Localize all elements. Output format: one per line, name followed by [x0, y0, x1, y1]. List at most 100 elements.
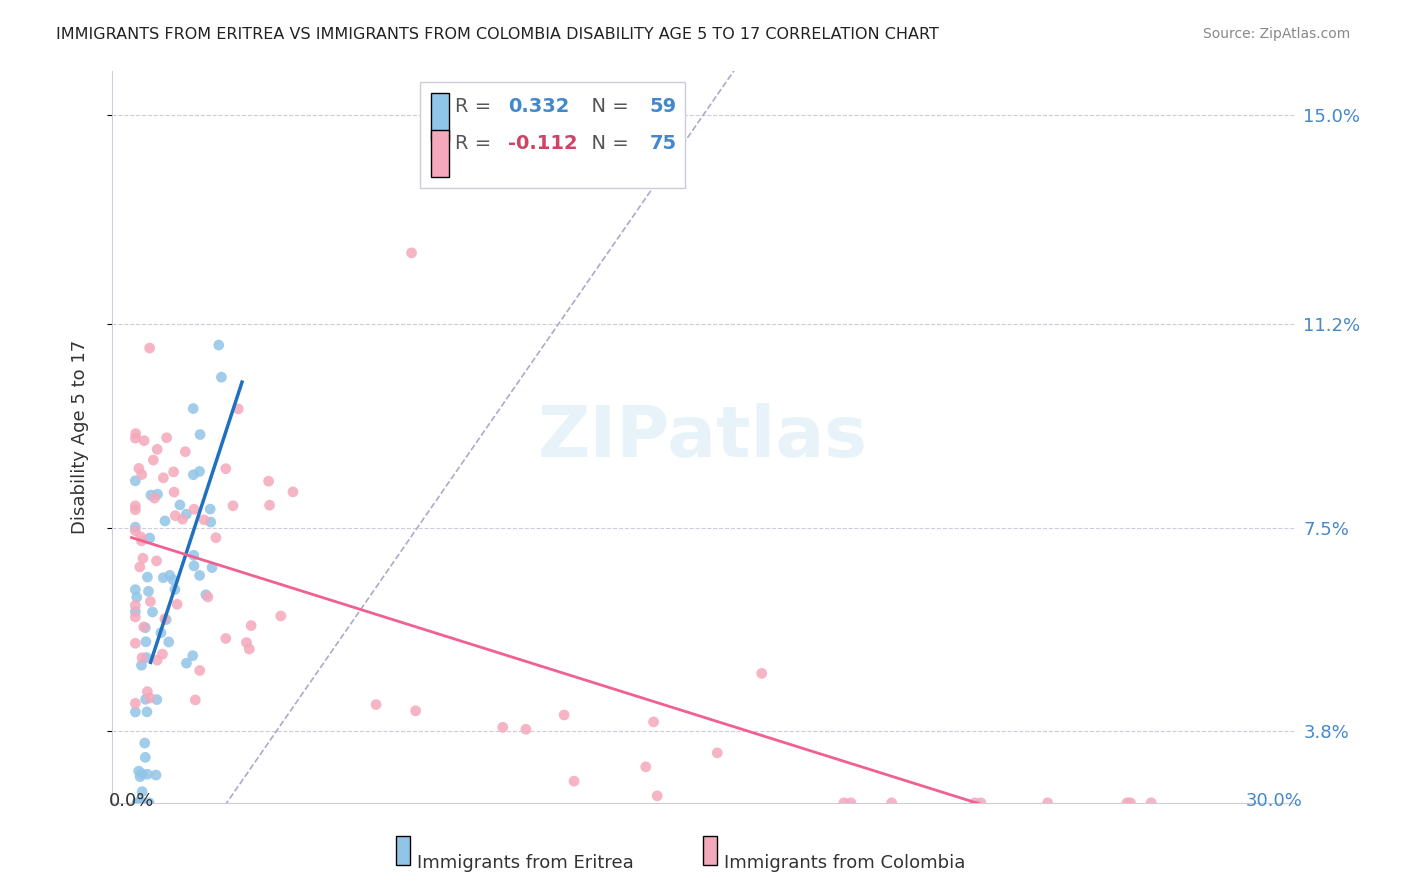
Point	[125, 426, 148, 441]
Point	[1116, 796, 1139, 810]
Point	[124, 605, 146, 619]
Point	[131, 658, 153, 673]
Text: 0.332: 0.332	[508, 97, 569, 116]
Point	[963, 796, 986, 810]
Point	[176, 507, 198, 521]
Point	[131, 467, 153, 482]
Point	[157, 635, 180, 649]
Text: -0.112: -0.112	[508, 134, 578, 153]
Point	[134, 750, 156, 764]
Point	[128, 764, 150, 779]
Point	[146, 653, 169, 667]
Point	[124, 520, 146, 534]
Point	[124, 582, 146, 597]
Point	[553, 708, 575, 723]
Point	[129, 770, 152, 784]
Point	[145, 768, 167, 782]
Point	[226, 401, 249, 416]
Point	[155, 613, 177, 627]
Point	[515, 723, 537, 737]
Text: N =: N =	[579, 134, 636, 153]
Point	[215, 461, 238, 475]
Point	[141, 605, 163, 619]
Point	[205, 531, 228, 545]
Point	[751, 666, 773, 681]
Point	[124, 431, 146, 445]
Point	[131, 796, 153, 810]
Point	[131, 796, 153, 810]
Text: Immigrants from Colombia: Immigrants from Colombia	[724, 854, 966, 872]
Text: Source: ZipAtlas.com: Source: ZipAtlas.com	[1202, 27, 1350, 41]
Point	[188, 664, 211, 678]
Point	[405, 704, 427, 718]
Text: R =: R =	[456, 134, 498, 153]
Point	[240, 618, 263, 632]
Point	[138, 584, 160, 599]
Point	[134, 621, 156, 635]
Point	[200, 515, 222, 529]
Point	[706, 746, 728, 760]
Text: 75: 75	[650, 134, 676, 153]
Point	[1036, 796, 1059, 810]
Point	[1119, 796, 1142, 810]
Text: 30.0%: 30.0%	[1246, 792, 1303, 810]
Point	[124, 636, 146, 650]
Point	[643, 714, 665, 729]
Point	[364, 698, 387, 712]
Point	[634, 760, 657, 774]
Point	[125, 591, 148, 605]
Point	[135, 650, 157, 665]
FancyBboxPatch shape	[703, 836, 717, 865]
Point	[124, 599, 146, 613]
Point	[645, 789, 668, 803]
Point	[128, 796, 150, 810]
Point	[132, 551, 155, 566]
Point	[155, 431, 177, 445]
Point	[135, 692, 157, 706]
Y-axis label: Disability Age 5 to 17: Disability Age 5 to 17	[70, 340, 89, 534]
Point	[183, 558, 205, 573]
Point	[183, 502, 205, 516]
Point	[194, 588, 217, 602]
Point	[153, 612, 176, 626]
Point	[159, 568, 181, 582]
Text: N =: N =	[579, 97, 636, 116]
Point	[257, 474, 280, 488]
Point	[162, 465, 184, 479]
Point	[238, 642, 260, 657]
Point	[124, 474, 146, 488]
Point	[131, 533, 153, 548]
Point	[134, 736, 156, 750]
Point	[172, 512, 194, 526]
Point	[136, 705, 159, 719]
Point	[401, 245, 423, 260]
Point	[146, 487, 169, 501]
Text: 0.0%: 0.0%	[108, 792, 155, 810]
Point	[124, 499, 146, 513]
Point	[153, 514, 176, 528]
Point	[163, 485, 186, 500]
Point	[188, 427, 211, 442]
Point	[183, 467, 205, 482]
Point	[131, 650, 153, 665]
Point	[124, 705, 146, 719]
Point	[146, 692, 169, 706]
Point	[124, 502, 146, 516]
Point	[174, 444, 197, 458]
Point	[128, 461, 150, 475]
Point	[136, 684, 159, 698]
Point	[222, 499, 245, 513]
Point	[136, 570, 159, 584]
Point	[165, 508, 187, 523]
FancyBboxPatch shape	[419, 82, 685, 188]
Point	[131, 766, 153, 780]
Point	[181, 401, 204, 416]
Point	[562, 774, 585, 789]
Point	[181, 648, 204, 663]
Point	[188, 568, 211, 582]
Point	[198, 502, 221, 516]
Text: R =: R =	[456, 97, 498, 116]
Point	[970, 796, 993, 810]
Point	[235, 635, 257, 649]
Point	[832, 796, 855, 810]
